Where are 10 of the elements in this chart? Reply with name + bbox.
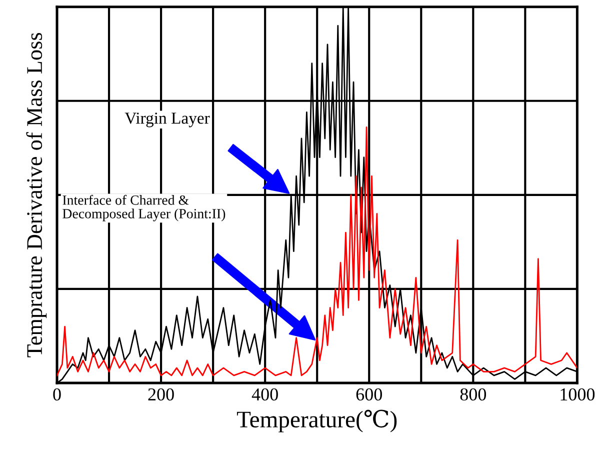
x-tick-label: 0 — [53, 388, 61, 401]
x-tick-label: 600 — [356, 388, 382, 401]
annotation: Interface of Charred & Decomposed Layer (Point:II) — [62, 194, 226, 222]
x-tick-label: 800 — [460, 388, 486, 401]
x-tick-label: 400 — [252, 388, 278, 401]
x-tick-label: 200 — [148, 388, 174, 401]
annotation: Virgin Layer — [124, 112, 210, 128]
y-axis-title: Temprature Derivative of Mass Loss — [26, 32, 47, 358]
x-axis-title: Temperature(℃) — [236, 410, 397, 432]
x-tick-label: 1000 — [560, 388, 595, 401]
